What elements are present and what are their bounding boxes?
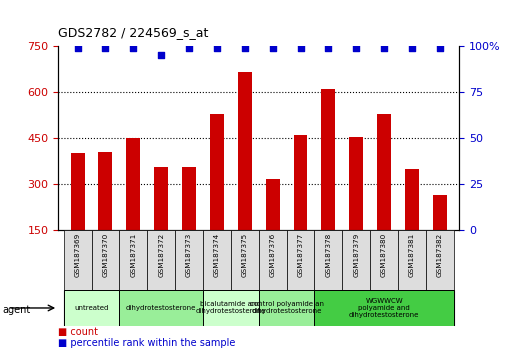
Bar [377, 114, 391, 230]
Text: GSM187379: GSM187379 [353, 233, 359, 278]
Bar [370, 230, 398, 290]
Text: agent: agent [3, 305, 31, 315]
Bar [238, 72, 252, 230]
Bar [426, 230, 454, 290]
Bar [203, 290, 259, 326]
Text: bicalutamide and
dihydrotestosterone: bicalutamide and dihydrotestosterone [196, 302, 266, 314]
Text: GSM187371: GSM187371 [130, 233, 136, 278]
Point [408, 45, 416, 51]
Bar [210, 114, 224, 230]
Text: ■ count: ■ count [58, 327, 98, 337]
Text: GSM187378: GSM187378 [325, 233, 332, 278]
Text: untreated: untreated [74, 305, 109, 311]
Point [324, 45, 333, 51]
Bar [405, 169, 419, 230]
Text: GSM187382: GSM187382 [437, 233, 443, 278]
Point [380, 45, 389, 51]
Bar [64, 290, 119, 326]
Bar [91, 230, 119, 290]
Point [73, 45, 82, 51]
Bar [119, 290, 203, 326]
Bar [147, 230, 175, 290]
Text: dihydrotestosterone: dihydrotestosterone [126, 305, 196, 311]
Point [352, 45, 361, 51]
Bar [71, 153, 84, 230]
Bar [231, 230, 259, 290]
Bar [294, 135, 307, 230]
Text: WGWWCW
polyamide and
dihydrotestosterone: WGWWCW polyamide and dihydrotestosterone [349, 298, 419, 318]
Text: ■ percentile rank within the sample: ■ percentile rank within the sample [58, 338, 235, 348]
Bar [175, 230, 203, 290]
Point [185, 45, 193, 51]
Point [296, 45, 305, 51]
Point [436, 45, 444, 51]
Text: GSM187377: GSM187377 [297, 233, 304, 278]
Bar [350, 137, 363, 230]
Point [101, 45, 110, 51]
Bar [322, 89, 335, 230]
Text: GSM187375: GSM187375 [242, 233, 248, 278]
Bar [315, 290, 454, 326]
Point [157, 52, 165, 58]
Bar [182, 167, 196, 230]
Text: GSM187370: GSM187370 [102, 233, 108, 278]
Point [268, 45, 277, 51]
Bar [398, 230, 426, 290]
Bar [126, 138, 140, 230]
Bar [287, 230, 315, 290]
Text: control polyamide an
dihydrotestosterone: control polyamide an dihydrotestosterone [250, 302, 324, 314]
Point [241, 45, 249, 51]
Bar [342, 230, 370, 290]
Point [213, 45, 221, 51]
Text: GSM187369: GSM187369 [74, 233, 81, 278]
Text: GSM187380: GSM187380 [381, 233, 387, 278]
Bar [315, 230, 342, 290]
Bar [259, 230, 287, 290]
Text: GSM187381: GSM187381 [409, 233, 415, 278]
Bar [64, 230, 91, 290]
Text: GDS2782 / 224569_s_at: GDS2782 / 224569_s_at [58, 26, 209, 39]
Text: GSM187376: GSM187376 [270, 233, 276, 278]
Bar [119, 230, 147, 290]
Bar [154, 167, 168, 230]
Text: GSM187373: GSM187373 [186, 233, 192, 278]
Bar [99, 152, 112, 230]
Text: GSM187372: GSM187372 [158, 233, 164, 278]
Bar [259, 290, 315, 326]
Bar [266, 179, 280, 230]
Point [129, 45, 138, 51]
Text: GSM187374: GSM187374 [214, 233, 220, 278]
Bar [433, 195, 447, 230]
Bar [203, 230, 231, 290]
